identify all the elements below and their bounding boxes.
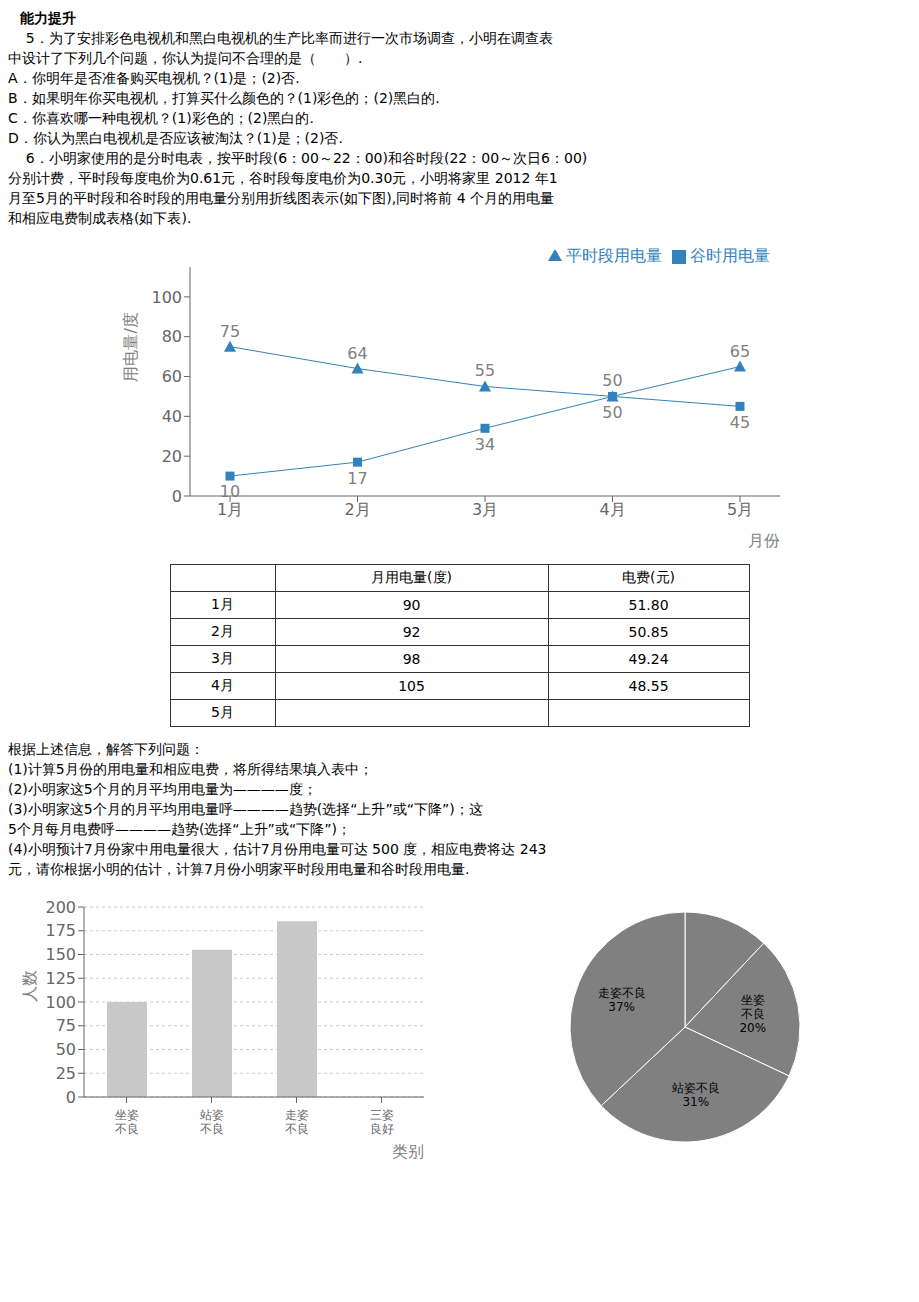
svg-text:25: 25 bbox=[55, 1064, 75, 1083]
svg-text:34: 34 bbox=[474, 435, 494, 454]
html-text:(1)计算5月份的用电量和相应电费，将所得结果填入表中；: (1)计算5月份的用电量和相应电费，将所得结果填入表中； bbox=[8, 761, 373, 777]
svg-text:125: 125 bbox=[45, 969, 76, 988]
html-text:5．为了安排彩色电视机和黑白电视机的生产比率而进行一次市场调: 5．为了安排彩色电视机和黑白电视机的生产比率而进行一次市场调查，小明在调查表 bbox=[8, 30, 553, 46]
svg-text:50: 50 bbox=[602, 371, 622, 390]
html-text:105: 105 bbox=[398, 678, 425, 694]
svg-text:站姿不良31%: 站姿不良31% bbox=[672, 1081, 720, 1109]
svg-text:60: 60 bbox=[161, 367, 181, 386]
svg-text:45: 45 bbox=[729, 413, 749, 432]
html-text:51.80: 51.80 bbox=[628, 597, 669, 613]
svg-text:1月: 1月 bbox=[216, 500, 242, 519]
svg-text:人数: 人数 bbox=[19, 970, 38, 1002]
html-text:90: 90 bbox=[402, 597, 421, 613]
html-text:50.85: 50.85 bbox=[628, 624, 669, 640]
html-text:中设计了下列几个问题，你认为提问不合理的是（ ）.: 中设计了下列几个问题，你认为提问不合理的是（ ）. bbox=[8, 50, 363, 66]
html-text:月用电量(度): 月用电量(度) bbox=[371, 569, 452, 585]
html-text:和相应电费制成表格(如下表).: 和相应电费制成表格(如下表). bbox=[8, 210, 192, 226]
svg-text:4月: 4月 bbox=[599, 500, 625, 519]
html-text:分别计费，平时段每度电价为0.61元，谷时段每度电价为0.3: 分别计费，平时段每度电价为0.61元，谷时段每度电价为0.30元，小明将家里 2… bbox=[8, 170, 558, 186]
svg-text:100: 100 bbox=[45, 993, 76, 1012]
svg-text:三姿良好: 三姿良好 bbox=[369, 1108, 393, 1136]
svg-text:月份: 月份 bbox=[748, 531, 780, 550]
svg-text:17: 17 bbox=[347, 469, 367, 488]
html-text:平时段用电量: 平时段用电量 bbox=[565, 246, 662, 265]
svg-text:150: 150 bbox=[45, 945, 76, 964]
svg-text:2月: 2月 bbox=[344, 500, 370, 519]
svg-text:用电量/度: 用电量/度 bbox=[120, 312, 139, 381]
html-text:B．如果明年你买电视机，打算买什么颜色的？(1)彩色的；(2: B．如果明年你买电视机，打算买什么颜色的？(1)彩色的；(2)黑白的. bbox=[8, 90, 440, 106]
html-text:电费(元): 电费(元) bbox=[622, 569, 675, 585]
svg-text:坐姿不良20%: 坐姿不良20% bbox=[740, 993, 767, 1035]
svg-text:80: 80 bbox=[161, 327, 181, 346]
html-text:D．你认为黑白电视机是否应该被淘汰？(1)是；(2)否.: D．你认为黑白电视机是否应该被淘汰？(1)是；(2)否. bbox=[8, 130, 343, 146]
svg-text:65: 65 bbox=[729, 342, 749, 361]
svg-text:50: 50 bbox=[55, 1040, 75, 1059]
html-text:(4)小明预计7月份家中用电量很大，估计7月份用电量可达 5: (4)小明预计7月份家中用电量很大，估计7月份用电量可达 500 度，相应电费将… bbox=[8, 841, 547, 857]
html-text:元，请你根据小明的估计，计算7月份小明家平时段用电量和谷时段: 元，请你根据小明的估计，计算7月份小明家平时段用电量和谷时段用电量. bbox=[8, 861, 470, 877]
svg-text:10: 10 bbox=[219, 482, 239, 501]
html-text:6．小明家使用的是分时电表，按平时段(6：00～22：00): 6．小明家使用的是分时电表，按平时段(6：00～22：00)和谷时段(22：00… bbox=[8, 150, 588, 166]
svg-text:100: 100 bbox=[151, 288, 182, 307]
html-text:谷时用电量: 谷时用电量 bbox=[689, 246, 770, 265]
html-text:(3)小明家这5个月的月平均用电量呼————趋势(选择“上升: (3)小明家这5个月的月平均用电量呼————趋势(选择“上升”或“下降”)；这 bbox=[8, 801, 483, 817]
html-text:92: 92 bbox=[402, 624, 421, 640]
svg-text:走姿不良37%: 走姿不良37% bbox=[598, 986, 646, 1014]
html-text:能力提升: 能力提升 bbox=[20, 10, 76, 26]
svg-text:0: 0 bbox=[171, 487, 181, 506]
html-text:A．你明年是否准备购买电视机？(1)是；(2)否.: A．你明年是否准备购买电视机？(1)是；(2)否. bbox=[8, 70, 300, 86]
svg-text:75: 75 bbox=[219, 322, 239, 341]
svg-text:5月: 5月 bbox=[726, 500, 752, 519]
svg-text:40: 40 bbox=[161, 407, 181, 426]
html-text:C．你喜欢哪一种电视机？(1)彩色的；(2)黑白的.: C．你喜欢哪一种电视机？(1)彩色的；(2)黑白的. bbox=[8, 110, 314, 126]
html-text:5月: 5月 bbox=[211, 704, 234, 720]
html-text:根据上述信息，解答下列问题：: 根据上述信息，解答下列问题： bbox=[8, 741, 204, 757]
svg-text:3月: 3月 bbox=[471, 500, 497, 519]
svg-text:64: 64 bbox=[347, 344, 367, 363]
svg-text:坐姿不良: 坐姿不良 bbox=[114, 1108, 138, 1136]
svg-text:75: 75 bbox=[55, 1016, 75, 1035]
svg-text:50: 50 bbox=[602, 403, 622, 422]
svg-text:55: 55 bbox=[474, 361, 494, 380]
html-text:49.24: 49.24 bbox=[628, 651, 669, 667]
svg-text:类别: 类别 bbox=[392, 1142, 424, 1161]
html-text:1月: 1月 bbox=[211, 596, 234, 612]
html-text:98: 98 bbox=[402, 651, 421, 667]
svg-text:20: 20 bbox=[161, 447, 181, 466]
html-text:月至5月的平时段和谷时段的用电量分别用折线图表示(如下图),: 月至5月的平时段和谷时段的用电量分别用折线图表示(如下图),同时将前 4 个月的… bbox=[8, 190, 555, 206]
svg-text:175: 175 bbox=[45, 921, 76, 940]
svg-text:走姿不良: 走姿不良 bbox=[284, 1108, 308, 1136]
html-text:(2)小明家这5个月的月平均用电量为————度；: (2)小明家这5个月的月平均用电量为————度； bbox=[8, 781, 317, 797]
html-text:48.55: 48.55 bbox=[628, 678, 669, 694]
html-text:5个月每月电费呼————趋势(选择“上升”或“下降”)；: 5个月每月电费呼————趋势(选择“上升”或“下降”)； bbox=[8, 821, 351, 837]
svg-text:0: 0 bbox=[66, 1088, 76, 1107]
svg-text:200: 200 bbox=[45, 898, 76, 917]
html-text:4月: 4月 bbox=[211, 677, 234, 693]
svg-text:站姿不良: 站姿不良 bbox=[199, 1108, 223, 1136]
html-text:2月: 2月 bbox=[211, 623, 234, 639]
html-text:3月: 3月 bbox=[211, 650, 234, 666]
